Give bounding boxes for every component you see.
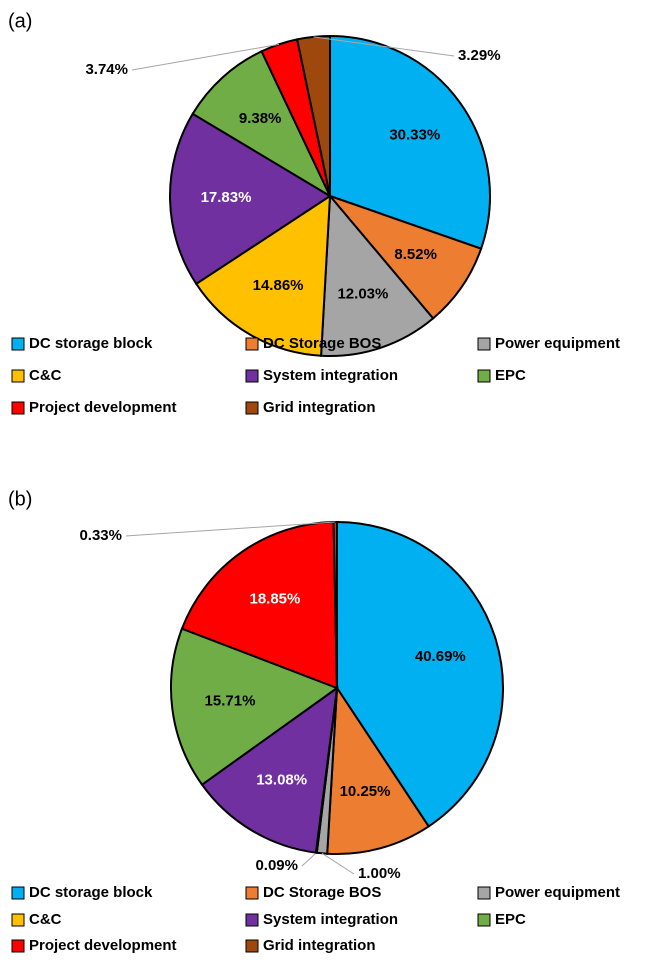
legend-swatch bbox=[245, 369, 259, 383]
value-label: 15.71% bbox=[205, 693, 256, 710]
legend-swatch bbox=[245, 337, 259, 351]
pie-slice bbox=[169, 112, 332, 286]
value-label: 13.08% bbox=[256, 772, 307, 789]
value-label: 3.74% bbox=[85, 61, 128, 78]
legend-label: EPC bbox=[495, 367, 526, 384]
legend-swatch bbox=[11, 939, 25, 953]
legend-swatch bbox=[11, 886, 25, 900]
value-label: 1.00% bbox=[358, 865, 401, 882]
leader-line bbox=[321, 852, 355, 875]
pie-slice bbox=[170, 627, 340, 787]
value-label: 40.69% bbox=[415, 648, 466, 665]
pie-slice bbox=[326, 193, 483, 320]
legend-label: Power equipment bbox=[495, 335, 620, 352]
pie-slice bbox=[194, 194, 332, 357]
value-label: 3.29% bbox=[458, 47, 501, 64]
panel-label: (a) bbox=[8, 10, 32, 32]
legend-label: Grid integration bbox=[263, 399, 376, 416]
value-label: 0.09% bbox=[255, 857, 298, 874]
pie-slice bbox=[200, 685, 339, 854]
value-label: 10.25% bbox=[340, 783, 391, 800]
legend-swatch bbox=[477, 369, 491, 383]
value-label: 14.86% bbox=[253, 277, 304, 294]
legend-swatch bbox=[477, 337, 491, 351]
legend-swatch bbox=[245, 913, 259, 927]
legend-swatch bbox=[245, 401, 259, 415]
pie-slice bbox=[191, 50, 333, 199]
legend-swatch bbox=[477, 913, 491, 927]
legend-label: DC Storage BOS bbox=[263, 884, 381, 901]
legend-label: Project development bbox=[29, 399, 177, 416]
legend-swatch bbox=[11, 913, 25, 927]
pie-slice bbox=[320, 193, 435, 357]
legend-label: System integration bbox=[263, 911, 398, 928]
value-label: 0.33% bbox=[79, 527, 122, 544]
legend-label: DC storage block bbox=[29, 884, 153, 901]
value-label: 17.83% bbox=[201, 189, 252, 206]
value-label: 9.38% bbox=[239, 110, 282, 127]
panel-label: (b) bbox=[8, 488, 32, 510]
legend-swatch bbox=[11, 401, 25, 415]
legend-label: C&C bbox=[29, 367, 62, 384]
pie-slice bbox=[329, 34, 491, 250]
value-label: 18.85% bbox=[249, 591, 300, 608]
value-label: 8.52% bbox=[394, 246, 437, 263]
legend-swatch bbox=[11, 337, 25, 351]
legend-swatch bbox=[11, 369, 25, 383]
legend-label: DC Storage BOS bbox=[263, 335, 381, 352]
leader-line bbox=[313, 36, 455, 57]
legend-label: C&C bbox=[29, 911, 62, 928]
leader-line bbox=[301, 852, 317, 867]
legend-swatch bbox=[245, 939, 259, 953]
legend-label: EPC bbox=[495, 911, 526, 928]
legend-label: System integration bbox=[263, 367, 398, 384]
leader-line bbox=[131, 43, 280, 71]
legend-label: Grid integration bbox=[263, 937, 376, 954]
value-label: 12.03% bbox=[337, 286, 388, 303]
legend-label: DC storage block bbox=[29, 335, 153, 352]
legend-swatch bbox=[245, 886, 259, 900]
legend-swatch bbox=[477, 886, 491, 900]
leader-line bbox=[125, 521, 336, 537]
value-label: 30.33% bbox=[389, 127, 440, 144]
legend-label: Project development bbox=[29, 937, 177, 954]
legend-label: Power equipment bbox=[495, 884, 620, 901]
pie-slice bbox=[326, 684, 431, 855]
